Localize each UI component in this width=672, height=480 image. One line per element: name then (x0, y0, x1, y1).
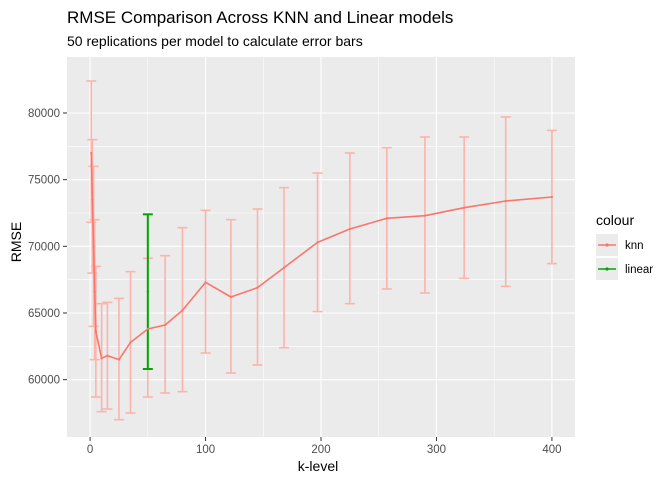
legend: colour knn linear (596, 212, 653, 280)
legend-key-knn (596, 234, 618, 256)
x-axis-ticks: 0 100 200 300 400 (87, 437, 562, 456)
knn-point (181, 309, 184, 312)
knn-point (423, 214, 427, 217)
y-tick-label: 70000 (28, 241, 60, 253)
y-tick-label: 60000 (28, 375, 60, 387)
y-tick-label: 65000 (28, 308, 60, 320)
y-tick-label: 80000 (28, 108, 60, 120)
knn-point (100, 357, 103, 360)
x-axis-title: k-level (298, 458, 338, 474)
y-axis-title: RMSE (8, 222, 24, 262)
legend-title: colour (596, 212, 634, 228)
knn-point (282, 266, 286, 269)
x-tick-label: 0 (87, 444, 93, 456)
knn-point (91, 198, 94, 201)
legend-label-knn: knn (625, 240, 644, 252)
knn-point (204, 281, 207, 284)
y-tick-label: 75000 (28, 175, 60, 187)
knn-point (93, 290, 96, 293)
knn-point (229, 295, 233, 299)
knn-point (348, 227, 351, 231)
knn-point (106, 354, 109, 357)
knn-point (385, 217, 388, 220)
knn-point (164, 323, 167, 327)
x-tick-label: 300 (427, 444, 446, 456)
knn-point (504, 199, 507, 203)
linear-point (146, 290, 149, 293)
x-tick-label: 100 (196, 444, 215, 456)
x-tick-label: 400 (542, 444, 561, 456)
knn-point (316, 241, 319, 244)
knn-point (146, 327, 149, 331)
knn-point (463, 206, 466, 209)
knn-point (550, 195, 554, 199)
knn-point (129, 341, 132, 344)
knn-point (90, 151, 93, 155)
knn-point (92, 245, 95, 248)
legend-key-linear (596, 258, 618, 280)
legend-label-linear: linear (625, 264, 653, 276)
series-points (90, 151, 554, 361)
x-tick-label: 200 (311, 444, 330, 456)
knn-point (117, 358, 121, 361)
knn-point (256, 286, 259, 289)
chart-title: RMSE Comparison Across KNN and Linear mo… (67, 8, 453, 27)
chart-subtitle: 50 replications per model to calculate e… (67, 33, 363, 49)
y-axis-ticks: 60000 65000 70000 75000 80000 (28, 108, 67, 387)
knn-point (94, 330, 97, 333)
